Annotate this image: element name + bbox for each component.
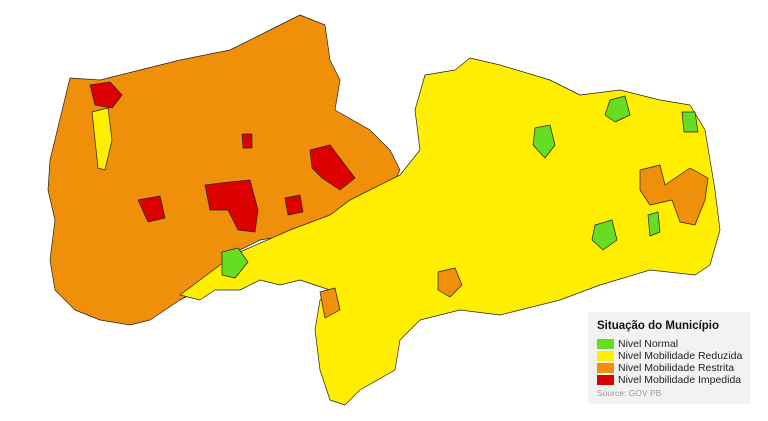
region-normal-1[interactable] (221, 247, 249, 279)
source-note: Source: GOV PB (597, 388, 662, 398)
region-restrita-east-2[interactable] (437, 267, 463, 298)
map-legend: Situação do Município Nivel Normal Nivel… (588, 312, 750, 404)
region-restrita-east-1[interactable] (639, 164, 709, 226)
region-normal-3[interactable] (604, 95, 631, 123)
region-normal-2[interactable] (532, 124, 556, 159)
legend-item-restrita: Nivel Mobilidade Restrita (597, 362, 734, 374)
legend-swatch (597, 351, 614, 361)
region-impedida-3[interactable] (204, 179, 259, 233)
region-impedida-2[interactable] (309, 144, 356, 191)
legend-label: Nivel Mobilidade Impedida (618, 374, 742, 386)
legend-swatch (597, 375, 614, 385)
region-impedida-4[interactable] (137, 195, 166, 223)
legend-item-impedida: Nivel Mobilidade Impedida (597, 374, 741, 386)
region-normal-6[interactable] (647, 211, 661, 237)
legend-label: Nivel Mobilidade Restrita (618, 362, 735, 374)
legend-title: Situação do Município (597, 320, 720, 332)
region-reduzida-west[interactable] (91, 107, 113, 171)
legend-swatch (597, 363, 614, 373)
legend-label: Nivel Mobilidade Reduzida (618, 350, 743, 362)
legend-swatch (597, 339, 614, 349)
region-impedida-1[interactable] (89, 81, 123, 109)
legend-item-reduzida: Nivel Mobilidade Reduzida (597, 350, 742, 362)
region-restrita-east-3[interactable] (319, 287, 341, 319)
region-normal-4[interactable] (681, 111, 699, 133)
legend-label: Nivel Normal (618, 338, 679, 350)
region-impedida-6[interactable] (241, 133, 253, 149)
legend-item-normal: Nivel Normal (597, 338, 678, 350)
region-reduzida-east[interactable] (179, 57, 721, 406)
region-impedida-5[interactable] (284, 194, 304, 216)
region-normal-5[interactable] (591, 219, 618, 251)
